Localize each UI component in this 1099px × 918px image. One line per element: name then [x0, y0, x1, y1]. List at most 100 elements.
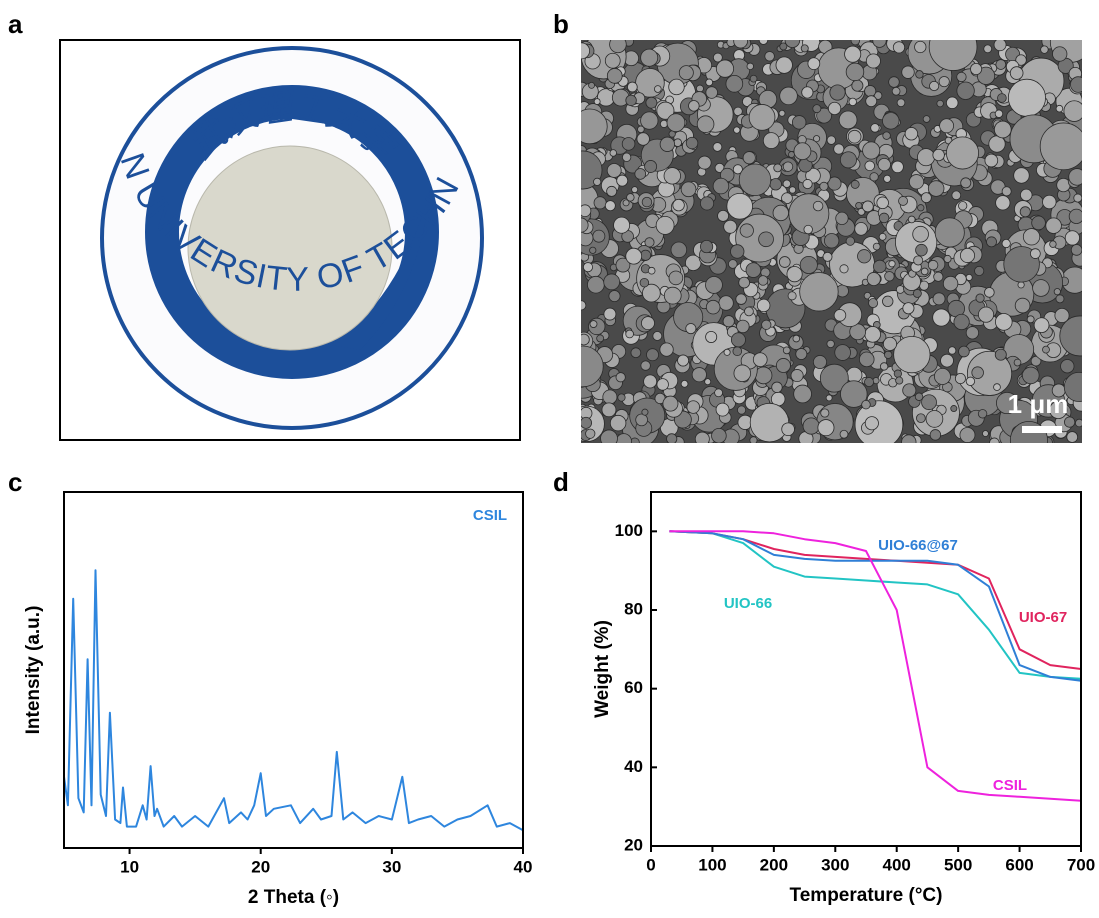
particle [615, 257, 631, 273]
particle [948, 346, 957, 355]
particle [845, 236, 855, 246]
particle [1017, 281, 1025, 289]
particle [827, 176, 842, 191]
particle [643, 374, 658, 389]
series-label: CSIL [993, 777, 1027, 794]
particle [896, 98, 906, 108]
particle [738, 163, 772, 197]
particle [1019, 206, 1031, 218]
particle [913, 255, 924, 266]
particle [822, 251, 833, 262]
particle [850, 179, 860, 189]
particle [714, 388, 723, 398]
particle [778, 256, 791, 268]
particle [1060, 359, 1075, 374]
particle [864, 326, 881, 343]
particle [593, 177, 602, 186]
particle [704, 378, 712, 386]
particle [977, 409, 988, 419]
particle [655, 215, 675, 235]
particle [877, 157, 891, 172]
x-tick-label: 40 [514, 857, 533, 876]
particle [934, 367, 951, 385]
particle [891, 86, 901, 96]
particle [666, 113, 686, 133]
particle [592, 229, 606, 243]
x-tick-label: 600 [1005, 855, 1033, 874]
particle [868, 298, 879, 309]
particle [1040, 45, 1049, 54]
particle [781, 192, 793, 205]
particle [732, 164, 743, 175]
particle [626, 193, 635, 202]
particle [995, 313, 1013, 331]
particle [581, 333, 590, 346]
panel-label: a [8, 9, 23, 39]
particle [965, 376, 976, 386]
particle [927, 259, 939, 271]
particle [736, 405, 747, 415]
particle [712, 177, 730, 195]
particle [582, 262, 594, 273]
particle [891, 160, 904, 174]
particle [928, 40, 978, 71]
particle [954, 373, 966, 384]
particle [696, 115, 715, 133]
particle [982, 430, 989, 437]
particle [988, 135, 1006, 153]
particle [939, 118, 955, 134]
particle [848, 97, 857, 107]
particle [782, 346, 791, 355]
particle [958, 201, 968, 211]
particle [879, 362, 889, 371]
particle [862, 141, 881, 160]
particle [888, 76, 900, 88]
particle [1032, 279, 1050, 297]
particle [845, 62, 865, 82]
particle [870, 123, 880, 133]
particle [593, 196, 607, 210]
x-axis-label: Temperature (°C) [790, 885, 943, 906]
particle [773, 163, 783, 173]
particle [802, 417, 820, 435]
particle [872, 40, 887, 48]
particle [699, 196, 715, 211]
scale-bar [1022, 426, 1062, 433]
particle [596, 334, 605, 343]
particle [1055, 104, 1064, 113]
particle [861, 200, 874, 213]
particle [817, 419, 835, 437]
particle [803, 224, 813, 235]
particle [1053, 288, 1061, 296]
particle [1014, 297, 1031, 314]
particle [920, 192, 932, 204]
particle [685, 323, 697, 335]
particle [691, 367, 707, 383]
particle [677, 354, 690, 367]
particle [771, 381, 783, 393]
particle [984, 153, 999, 168]
particle [873, 259, 887, 274]
particle [1042, 345, 1050, 354]
particle [1026, 315, 1035, 324]
particle [902, 302, 915, 315]
particle [749, 74, 758, 83]
particle [882, 131, 891, 140]
particle [787, 291, 797, 301]
particle [641, 408, 649, 416]
particle [884, 271, 895, 282]
particle [1042, 194, 1057, 210]
particle [1068, 208, 1082, 224]
particle [680, 181, 697, 198]
particle [736, 319, 750, 334]
particle [819, 181, 829, 191]
particle [688, 100, 700, 112]
particle [779, 86, 798, 106]
particle [855, 201, 863, 210]
y-tick-label: 40 [624, 757, 643, 776]
panel-label: d [553, 467, 569, 497]
particle [995, 59, 1007, 70]
particle [956, 81, 975, 100]
particle [1068, 168, 1082, 186]
